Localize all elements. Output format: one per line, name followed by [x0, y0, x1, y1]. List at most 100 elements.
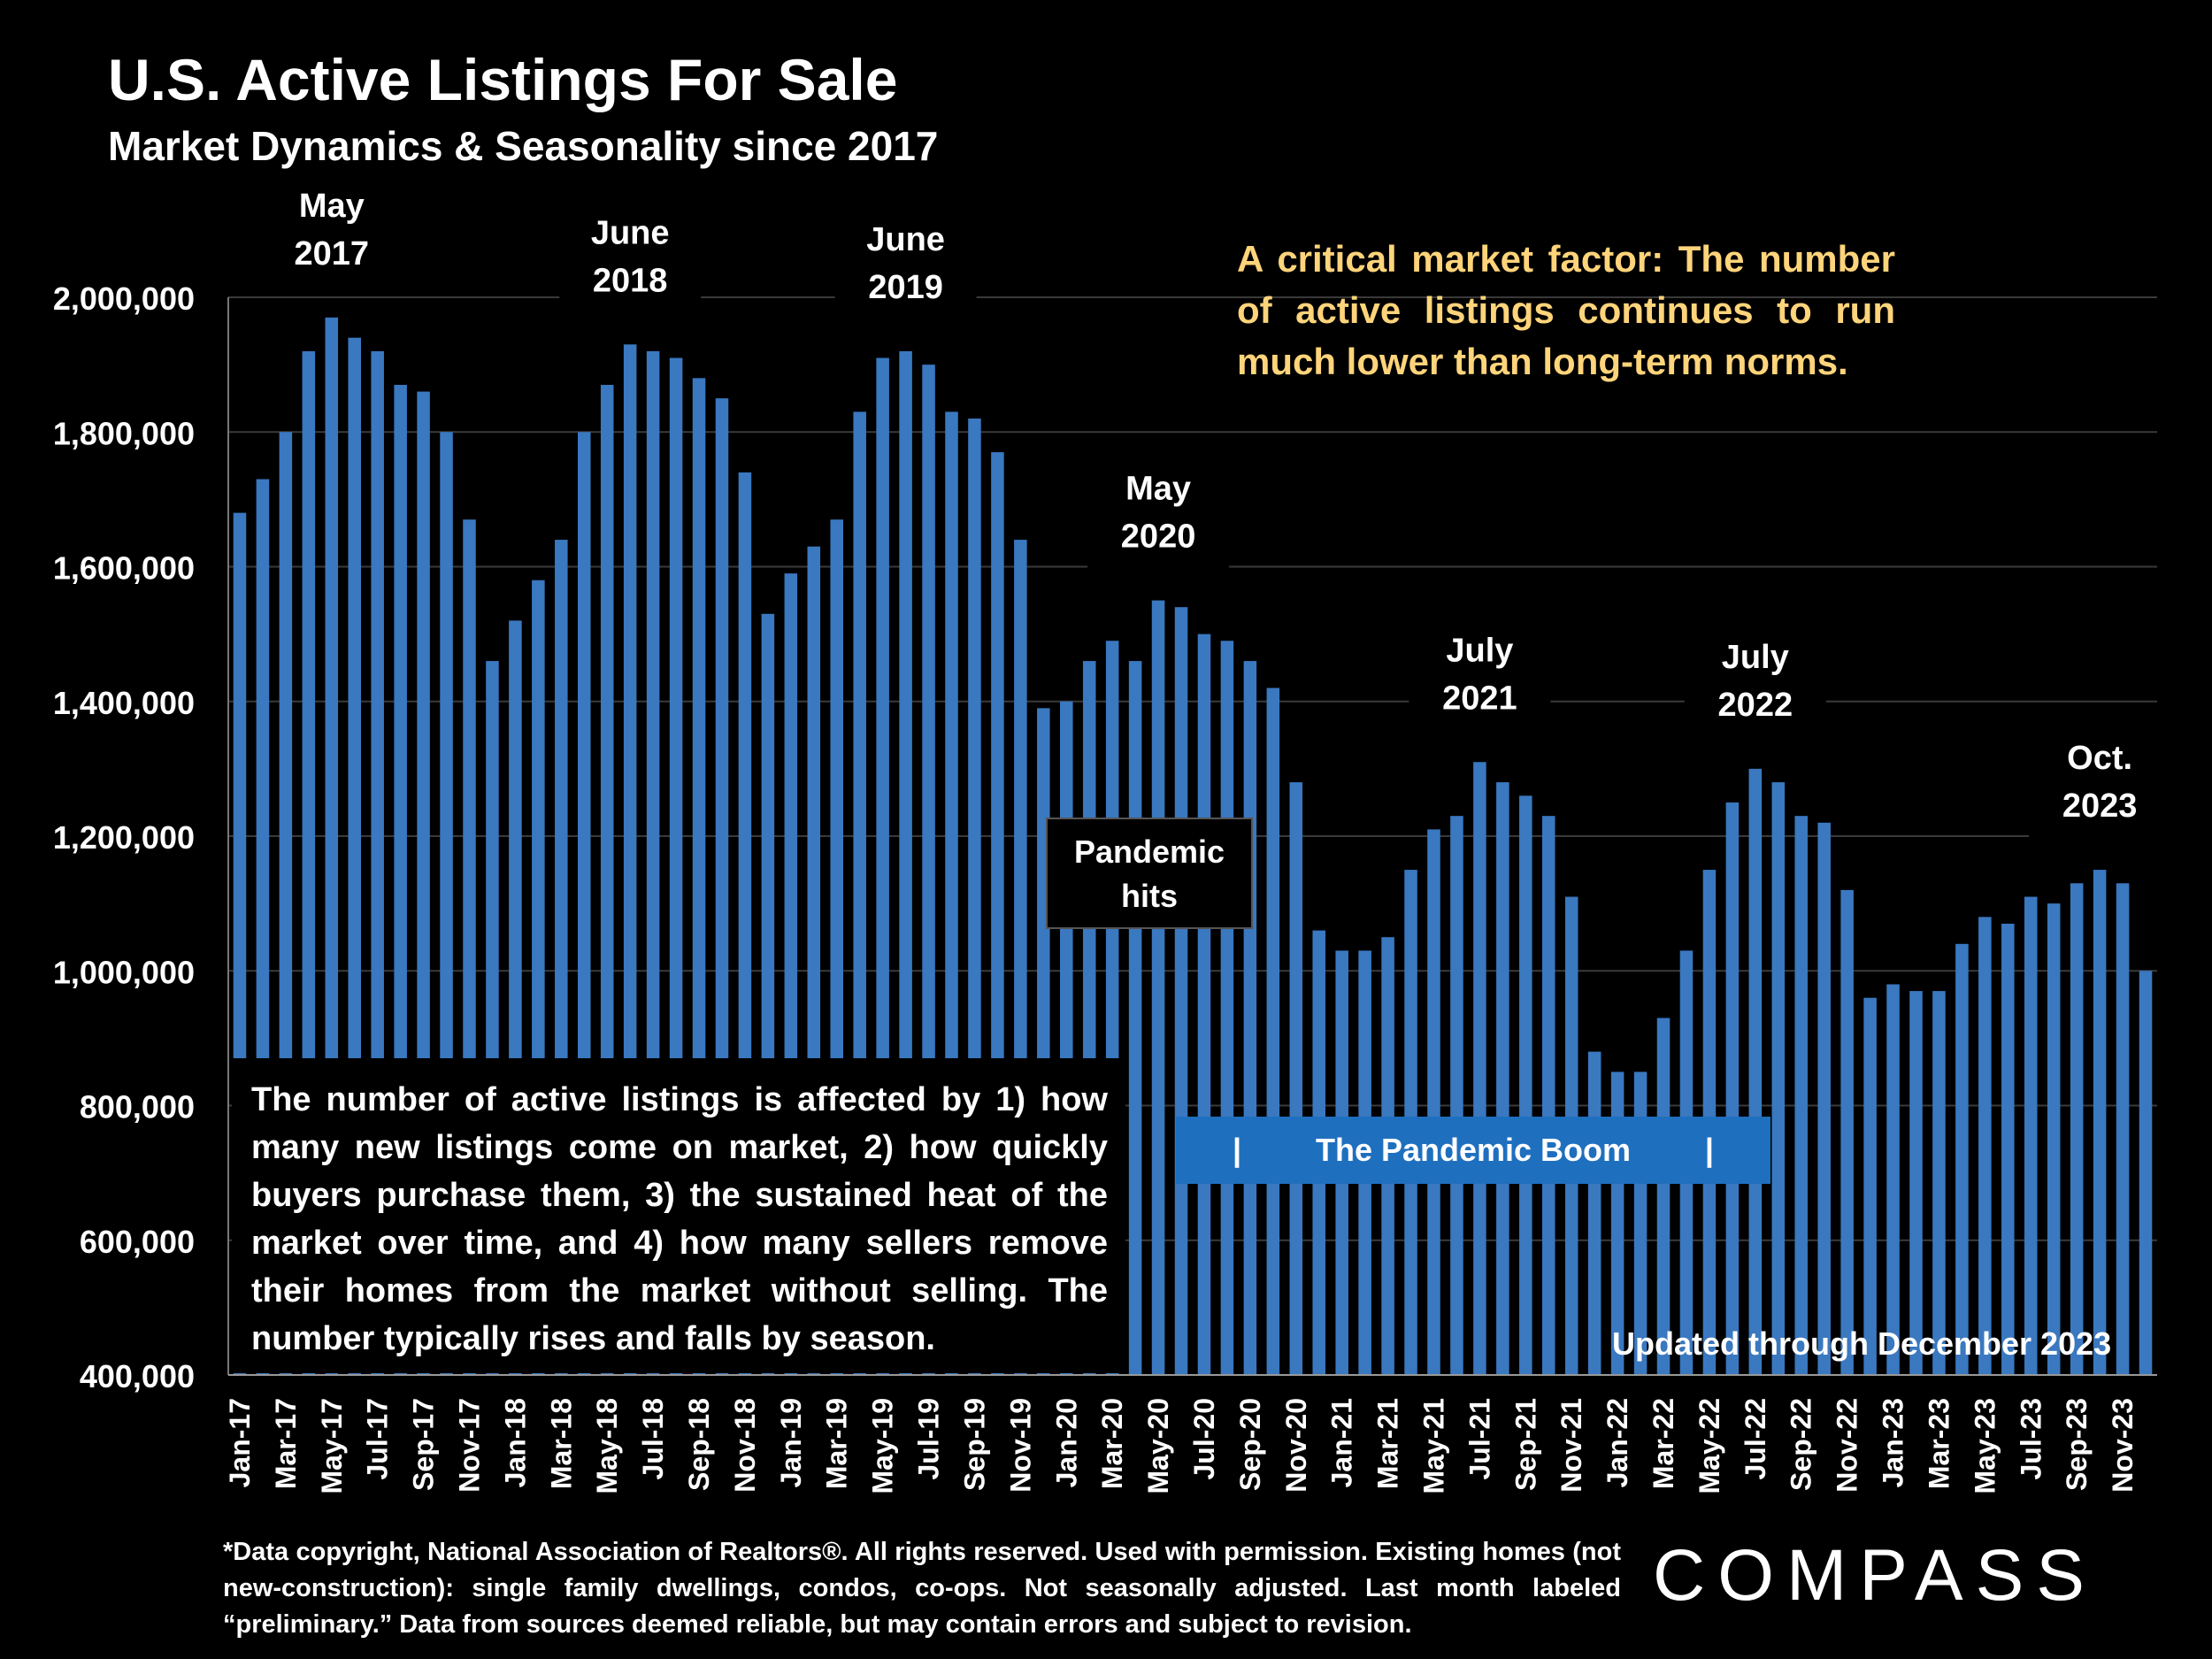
data-footnote: *Data copyright, National Association of…	[223, 1538, 1621, 1639]
bar	[2070, 883, 2084, 1375]
x-tick-label: Nov-19	[1004, 1398, 1036, 1493]
x-tick-label: May-20	[1142, 1398, 1174, 1494]
peak-annotation-line1: Oct.	[2067, 740, 2132, 777]
x-tick-label: Sep-20	[1234, 1398, 1266, 1491]
y-tick-label: 2,000,000	[53, 280, 195, 317]
boom-band-left-marker: |	[1233, 1132, 1242, 1168]
bar	[1496, 782, 1509, 1375]
annotation-background	[1087, 458, 1230, 571]
peak-annotation-line1: May	[1125, 471, 1191, 508]
compass-logo-text: COMPASS	[1653, 1535, 2097, 1610]
x-tick-label: May-22	[1694, 1398, 1725, 1494]
annotation-background	[834, 209, 977, 321]
chart-subtitle: Market Dynamics & Seasonality since 2017	[108, 123, 939, 169]
annotation-background	[2029, 728, 2171, 841]
bar	[1289, 782, 1303, 1375]
bar	[1266, 687, 1280, 1375]
x-tick-label: Nov-23	[2107, 1398, 2139, 1493]
annotation-background	[1684, 626, 1826, 739]
bar	[1541, 816, 1555, 1375]
x-tick-label: Nov-17	[454, 1398, 486, 1493]
bar	[1748, 768, 1763, 1375]
peak-annotation-line2: 2020	[1121, 518, 1196, 556]
x-tick-label: Nov-21	[1555, 1398, 1587, 1493]
x-tick-label: Mar-17	[270, 1398, 302, 1489]
y-tick-label: 800,000	[80, 1089, 195, 1125]
bar	[1794, 816, 1809, 1375]
bar	[1519, 795, 1532, 1375]
peak-annotation-line2: 2018	[593, 262, 668, 299]
bar	[1128, 661, 1142, 1375]
x-tick-label: Mar-18	[545, 1398, 577, 1489]
bar	[1886, 984, 1900, 1375]
x-tick-label: Jan-23	[1878, 1398, 1909, 1487]
y-tick-label: 400,000	[80, 1358, 195, 1394]
x-tick-label: Jan-17	[224, 1398, 256, 1487]
annotation-background	[260, 175, 403, 288]
x-tick-label: Nov-20	[1280, 1398, 1312, 1493]
compass-logo: COMPASS	[1653, 1535, 2097, 1610]
callout-text: A critical market factor: The number of …	[1237, 238, 1895, 382]
x-tick-label: May-21	[1418, 1398, 1450, 1494]
bar	[1863, 997, 1877, 1375]
x-tick-label: Jan-20	[1050, 1398, 1082, 1487]
y-tick-label: 1,000,000	[53, 954, 195, 990]
boom-band-right-marker: |	[1704, 1132, 1714, 1168]
x-tick-label: Jan-19	[775, 1398, 807, 1487]
x-tick-label: Mar-21	[1372, 1398, 1404, 1489]
bar	[2093, 870, 2107, 1375]
bar	[1197, 634, 1211, 1375]
x-tick-label: Jul-20	[1188, 1398, 1220, 1479]
bar	[1427, 829, 1440, 1375]
bar	[1932, 991, 1946, 1375]
bar	[1771, 782, 1786, 1375]
y-tick-label: 1,800,000	[53, 415, 195, 451]
bar	[2024, 896, 2038, 1375]
bar	[1587, 1051, 1601, 1375]
pandemic-hits-label: Pandemic hits	[1046, 818, 1253, 929]
peak-annotation-line2: 2022	[1718, 687, 1793, 724]
pandemic-label-line2: hits	[1120, 878, 1178, 914]
x-tick-label: Jul-17	[362, 1398, 394, 1479]
bar	[2116, 883, 2130, 1375]
y-tick-label: 1,400,000	[53, 685, 195, 721]
bar	[1450, 816, 1463, 1375]
bar	[1955, 943, 1969, 1375]
x-tick-label: Jan-22	[1601, 1398, 1633, 1487]
x-tick-label: May-23	[1969, 1398, 2001, 1494]
bar	[1473, 762, 1486, 1375]
boom-band-label: The Pandemic Boom	[1315, 1132, 1632, 1168]
bar	[1978, 917, 1992, 1375]
x-tick-label: Jul-23	[2015, 1398, 2047, 1479]
x-tick-label: Sep-22	[1786, 1398, 1817, 1491]
explanation-text: The number of active listings is affecte…	[232, 1058, 1125, 1373]
peak-annotation-line1: July	[1722, 639, 1789, 676]
bar	[2139, 971, 2153, 1375]
x-tick-label: Jul-22	[1740, 1398, 1771, 1479]
bar	[1725, 802, 1740, 1375]
bar	[1174, 607, 1188, 1375]
y-tick-label: 1,600,000	[53, 550, 195, 587]
peak-annotation-line1: June	[591, 214, 670, 251]
x-tick-label: Sep-19	[958, 1398, 990, 1491]
x-tick-label: Mar-19	[821, 1398, 853, 1489]
x-tick-label: Jul-18	[637, 1398, 669, 1479]
x-tick-label: May-18	[591, 1398, 623, 1494]
x-tick-label: Mar-23	[1923, 1398, 1955, 1489]
x-tick-label: Jul-21	[1463, 1398, 1495, 1479]
x-tick-label: Nov-22	[1832, 1398, 1863, 1493]
y-tick-label: 600,000	[80, 1224, 195, 1260]
x-tick-label: Sep-18	[683, 1398, 715, 1491]
bar	[1220, 641, 1234, 1375]
peak-annotation-line2: 2021	[1442, 680, 1517, 717]
bar	[2047, 903, 2061, 1375]
bar	[1151, 600, 1165, 1375]
annotation-background	[1409, 620, 1551, 733]
bar	[1817, 822, 1831, 1375]
peak-annotation-line1: June	[866, 221, 945, 258]
bar	[1840, 889, 1854, 1375]
bar	[1243, 661, 1257, 1375]
x-tick-label: Sep-17	[408, 1398, 440, 1491]
chart-title: U.S. Active Listings For Sale	[108, 47, 898, 112]
peak-annotation-line1: July	[1446, 632, 1513, 669]
